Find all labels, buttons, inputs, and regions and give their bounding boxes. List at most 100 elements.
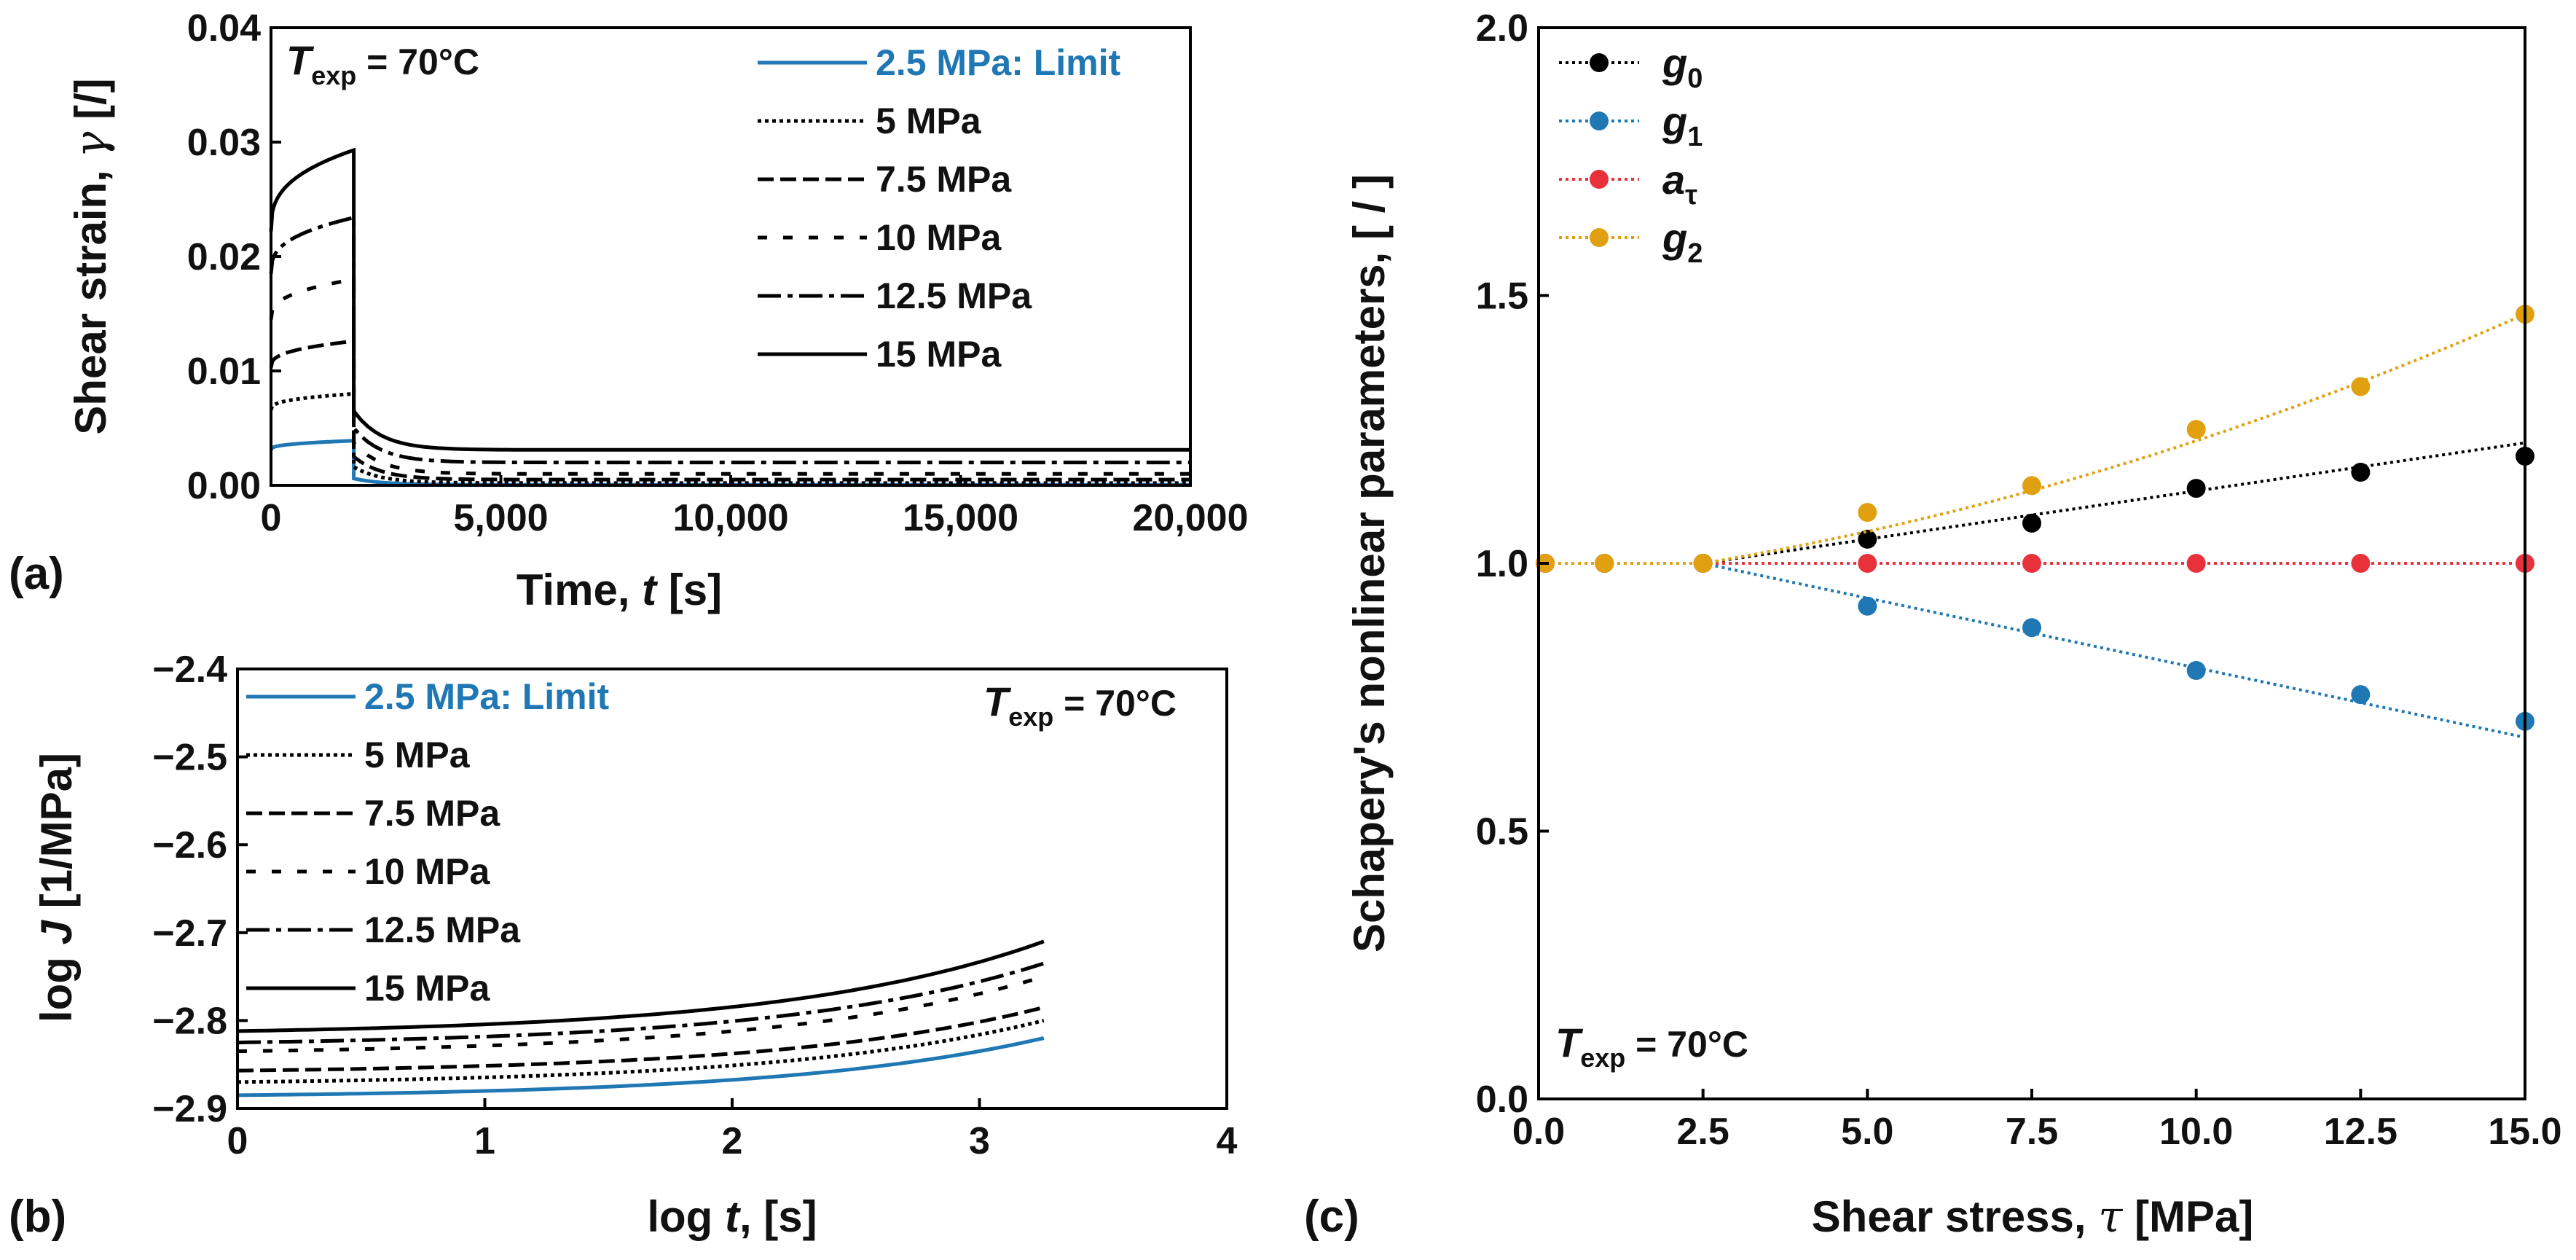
x-tick-label: 0 [261,497,282,539]
data-point [1858,529,1877,549]
y-tick-label: 0.5 [1476,811,1528,853]
y-tick-label: −2.9 [152,1088,227,1130]
data-point [1693,554,1713,573]
data-point [2351,554,2371,573]
x-tick-label: 10.0 [2159,1111,2233,1153]
series-line [269,215,1190,465]
x-tick-label: 2.5 [1677,1111,1729,1153]
fit-line [1539,313,2526,565]
legend-label: 15 MPa [876,334,1002,375]
series-line [269,339,1190,482]
x-tick-label: 3 [969,1120,990,1162]
x-tick-label: 15.0 [2488,1111,2561,1153]
legend-label: g1 [1662,98,1703,152]
y-tick-label: 0.02 [187,236,261,278]
legend-marker [1590,170,1609,189]
series-line [269,391,1190,485]
panel-b-annotation: Texp = 70°C [983,678,1177,732]
panel-b-xlabel: log t, [s] [647,1192,817,1241]
legend-label: 12.5 MPa [364,909,521,950]
panel-c-annotation: Texp = 70°C [1555,1020,1748,1073]
data-point [2022,554,2041,573]
legend-label: 15 MPa [364,968,491,1009]
data-point [1858,554,1877,573]
legend-label: 10 MPa [364,851,491,892]
data-point [2186,420,2206,439]
series-line [237,1036,1045,1097]
legend-marker [1590,53,1609,72]
y-tick-label: 0.00 [187,465,261,507]
x-tick-label: 15,000 [903,497,1018,539]
data-point [2186,661,2206,680]
legend-marker [1590,111,1609,130]
panel-b-legend: 2.5 MPa: Limit 5 MPa 7.5 MPa 10 MPa 12.5 MPa… [246,676,610,1009]
panel-a-xlabel: Time, t [s] [517,566,722,614]
series-line [237,1018,1045,1084]
panel-b-series [237,939,1045,1097]
y-tick-label: −2.4 [152,649,227,691]
panel-a-annotation: Texp = 70°C [286,37,479,90]
legend-label: 5 MPa [876,101,982,141]
x-tick-label: 5,000 [453,497,548,539]
x-tick-label: 10,000 [672,497,788,539]
y-tick-label: −2.5 [152,737,227,779]
panel-c-label: (c) [1304,1191,1359,1242]
panel-c-ylabel: Schapery's nonlinear parameters, [ / ] [1345,174,1394,952]
legend-label: g2 [1662,215,1703,269]
data-point [2351,463,2371,482]
legend-label: aτ [1662,157,1697,211]
y-tick-label: 0.01 [187,351,261,393]
y-tick-label: 0.03 [187,122,261,164]
data-point [2351,685,2371,705]
legend-label: 2.5 MPa: Limit [876,42,1121,83]
x-tick-label: 2 [722,1120,743,1162]
panel-a-ticks: 0 5,000 10,000 15,000 20,000 0.00 0.01 0.02 0.03… [187,7,1249,539]
y-tick-label: −2.8 [152,1000,227,1042]
data-point [2022,476,2041,496]
panel-b: 0 1 2 3 4 −2.9 −2.8 −2.7 −2.6 −2.5 −2.4 Texp = 70°… [9,649,1238,1242]
legend-label: 7.5 MPa [876,159,1012,200]
x-tick-label: 0 [227,1120,248,1162]
series-line [237,939,1045,1033]
fit-line [1539,562,2526,739]
legend-label: 10 MPa [876,217,1002,258]
panel-c-xlabel: Shear stress, τ [MPa] [1812,1191,2254,1243]
data-point [2186,554,2206,573]
legend-marker [1590,228,1609,247]
legend-label: 12.5 MPa [876,275,1032,316]
panel-a-label: (a) [9,549,64,599]
y-tick-label: −2.7 [152,912,227,955]
series-line [269,147,1190,452]
x-tick-label: 12.5 [2324,1111,2398,1153]
legend-label: g0 [1662,40,1703,94]
y-tick-label: 0.04 [187,7,261,50]
series-line [269,277,1190,476]
y-tick-label: 2.0 [1476,7,1528,50]
panel-c-series [1536,305,2534,739]
panel-a-frame [270,26,1192,487]
x-tick-label: 20,000 [1132,497,1248,539]
x-tick-label: 1 [474,1120,495,1162]
series-line [237,974,1045,1054]
panel-b-ylabel: log J [1/MPa] [32,753,81,1022]
data-point [1858,503,1877,523]
x-tick-label: 7.5 [2006,1111,2058,1153]
panel-a-ylabel: Shear strain, γ [/] [66,78,117,434]
panel-b-ticks: 0 1 2 3 4 −2.9 −2.8 −2.7 −2.6 −2.5 −2.4 [152,649,1237,1162]
data-point [1858,596,1877,616]
y-tick-label: 1.0 [1476,543,1528,585]
panel-a: 0 5,000 10,000 15,000 20,000 0.00 0.01 0.02 0.03… [9,7,1249,614]
x-tick-label: 5.0 [1841,1111,1893,1153]
y-tick-label: 0.0 [1476,1079,1528,1121]
panel-c: 0.0 2.5 5.0 7.5 10.0 12.5 15.00.00.51.01.52.0 … [1304,7,2562,1243]
data-point [2351,377,2371,396]
panel-a-series [269,147,1190,487]
fit-line [1539,441,2526,565]
legend-label: 5 MPa [364,735,471,775]
data-point [2022,513,2041,533]
data-point [1595,554,1614,573]
panel-a-legend: 2.5 MPa: Limit 5 MPa 7.5 MPa 10 MPa 12.5 MPa… [758,42,1121,375]
x-tick-label: 4 [1217,1120,1238,1162]
